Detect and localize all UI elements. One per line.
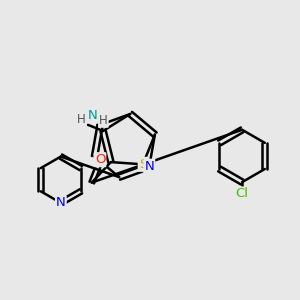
Text: H: H <box>99 114 108 127</box>
Text: H: H <box>77 113 86 126</box>
Text: O: O <box>95 153 105 166</box>
Text: N: N <box>88 110 97 122</box>
Text: N: N <box>56 196 66 209</box>
Text: Cl: Cl <box>236 188 249 200</box>
Text: S: S <box>139 158 147 171</box>
Text: N: N <box>145 160 154 173</box>
